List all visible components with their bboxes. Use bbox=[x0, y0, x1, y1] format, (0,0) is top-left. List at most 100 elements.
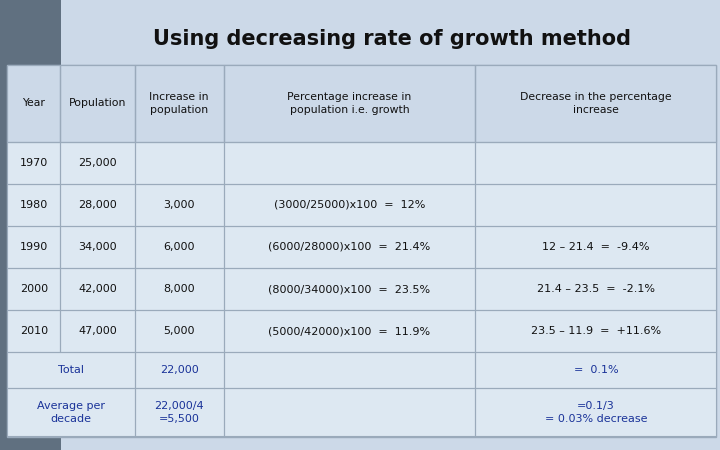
Text: (6000/28000)x100  =  21.4%: (6000/28000)x100 = 21.4% bbox=[269, 242, 431, 252]
Text: 28,000: 28,000 bbox=[78, 200, 117, 210]
Bar bbox=[7, 268, 60, 310]
Bar bbox=[223, 310, 475, 352]
Text: Population: Population bbox=[69, 99, 126, 108]
Bar bbox=[7, 184, 60, 226]
Text: 5,000: 5,000 bbox=[163, 326, 195, 336]
Bar bbox=[135, 310, 223, 352]
Bar bbox=[7, 226, 60, 268]
Text: 47,000: 47,000 bbox=[78, 326, 117, 336]
Text: 25,000: 25,000 bbox=[78, 158, 117, 167]
Bar bbox=[135, 388, 223, 436]
Bar bbox=[135, 141, 223, 184]
Bar bbox=[223, 184, 475, 226]
Text: 8,000: 8,000 bbox=[163, 284, 195, 294]
Text: Percentage increase in
population i.e. growth: Percentage increase in population i.e. g… bbox=[287, 92, 412, 115]
Bar bbox=[475, 141, 716, 184]
Bar bbox=[7, 310, 60, 352]
Text: 1980: 1980 bbox=[19, 200, 48, 210]
Text: Using decreasing rate of growth method: Using decreasing rate of growth method bbox=[153, 29, 631, 49]
Bar bbox=[60, 184, 135, 226]
Text: =  0.1%: = 0.1% bbox=[574, 365, 618, 375]
Bar bbox=[7, 388, 135, 436]
Text: 42,000: 42,000 bbox=[78, 284, 117, 294]
Bar bbox=[135, 310, 223, 352]
Text: 22,000: 22,000 bbox=[160, 365, 199, 375]
Bar bbox=[475, 268, 716, 310]
Bar bbox=[60, 65, 135, 141]
Bar bbox=[135, 184, 223, 226]
Text: 3,000: 3,000 bbox=[163, 200, 195, 210]
Bar bbox=[7, 310, 60, 352]
Text: Total: Total bbox=[58, 365, 84, 375]
Bar bbox=[135, 268, 223, 310]
Bar bbox=[135, 184, 223, 226]
Text: 23.5 – 11.9  =  +11.6%: 23.5 – 11.9 = +11.6% bbox=[531, 326, 661, 336]
Bar bbox=[7, 141, 60, 184]
Bar bbox=[223, 268, 475, 310]
Bar bbox=[135, 65, 223, 141]
Bar bbox=[135, 226, 223, 268]
Bar bbox=[135, 141, 223, 184]
Bar bbox=[60, 268, 135, 310]
Bar bbox=[223, 226, 475, 268]
Bar bbox=[223, 65, 475, 141]
Text: 6,000: 6,000 bbox=[163, 242, 195, 252]
Bar bbox=[60, 141, 135, 184]
Text: Average per
decade: Average per decade bbox=[37, 401, 105, 423]
Bar bbox=[475, 141, 716, 184]
Bar bbox=[223, 141, 475, 184]
Bar bbox=[60, 184, 135, 226]
Bar bbox=[135, 65, 223, 141]
Bar bbox=[60, 310, 135, 352]
Bar bbox=[475, 65, 716, 141]
Bar bbox=[475, 65, 716, 141]
Bar bbox=[60, 226, 135, 268]
Text: (5000/42000)x100  =  11.9%: (5000/42000)x100 = 11.9% bbox=[269, 326, 431, 336]
Text: 2010: 2010 bbox=[19, 326, 48, 336]
Bar bbox=[135, 352, 223, 388]
Bar bbox=[223, 352, 475, 388]
Bar bbox=[475, 226, 716, 268]
Text: 12 – 21.4  =  -9.4%: 12 – 21.4 = -9.4% bbox=[542, 242, 649, 252]
Bar bbox=[135, 388, 223, 436]
Bar bbox=[7, 65, 60, 141]
Text: Year: Year bbox=[22, 99, 45, 108]
Bar bbox=[223, 310, 475, 352]
Bar bbox=[475, 352, 716, 388]
Text: 22,000/4
=5,500: 22,000/4 =5,500 bbox=[154, 401, 204, 423]
Bar bbox=[475, 310, 716, 352]
Bar bbox=[223, 184, 475, 226]
Bar bbox=[475, 184, 716, 226]
Bar bbox=[475, 388, 716, 436]
Bar bbox=[475, 352, 716, 388]
Bar bbox=[223, 141, 475, 184]
Text: Decrease in the percentage
increase: Decrease in the percentage increase bbox=[520, 92, 672, 115]
Bar bbox=[223, 268, 475, 310]
Bar bbox=[7, 268, 60, 310]
Bar bbox=[135, 226, 223, 268]
Text: =0.1/3
= 0.03% decrease: =0.1/3 = 0.03% decrease bbox=[544, 401, 647, 423]
Bar bbox=[475, 310, 716, 352]
Bar bbox=[60, 310, 135, 352]
Bar bbox=[7, 352, 135, 388]
Text: Increase in
population: Increase in population bbox=[150, 92, 209, 115]
Bar bbox=[223, 352, 475, 388]
Bar bbox=[135, 352, 223, 388]
Bar bbox=[135, 268, 223, 310]
Bar bbox=[7, 184, 60, 226]
Bar bbox=[7, 141, 60, 184]
Text: 1990: 1990 bbox=[19, 242, 48, 252]
Bar bbox=[475, 268, 716, 310]
Text: 21.4 – 23.5  =  -2.1%: 21.4 – 23.5 = -2.1% bbox=[537, 284, 654, 294]
Bar bbox=[223, 65, 475, 141]
Bar bbox=[475, 388, 716, 436]
Text: 2000: 2000 bbox=[19, 284, 48, 294]
Bar bbox=[475, 226, 716, 268]
Bar bbox=[7, 352, 135, 388]
Bar bbox=[60, 141, 135, 184]
Bar bbox=[475, 184, 716, 226]
Bar bbox=[223, 388, 475, 436]
Bar bbox=[60, 226, 135, 268]
Bar bbox=[60, 65, 135, 141]
Bar bbox=[60, 268, 135, 310]
